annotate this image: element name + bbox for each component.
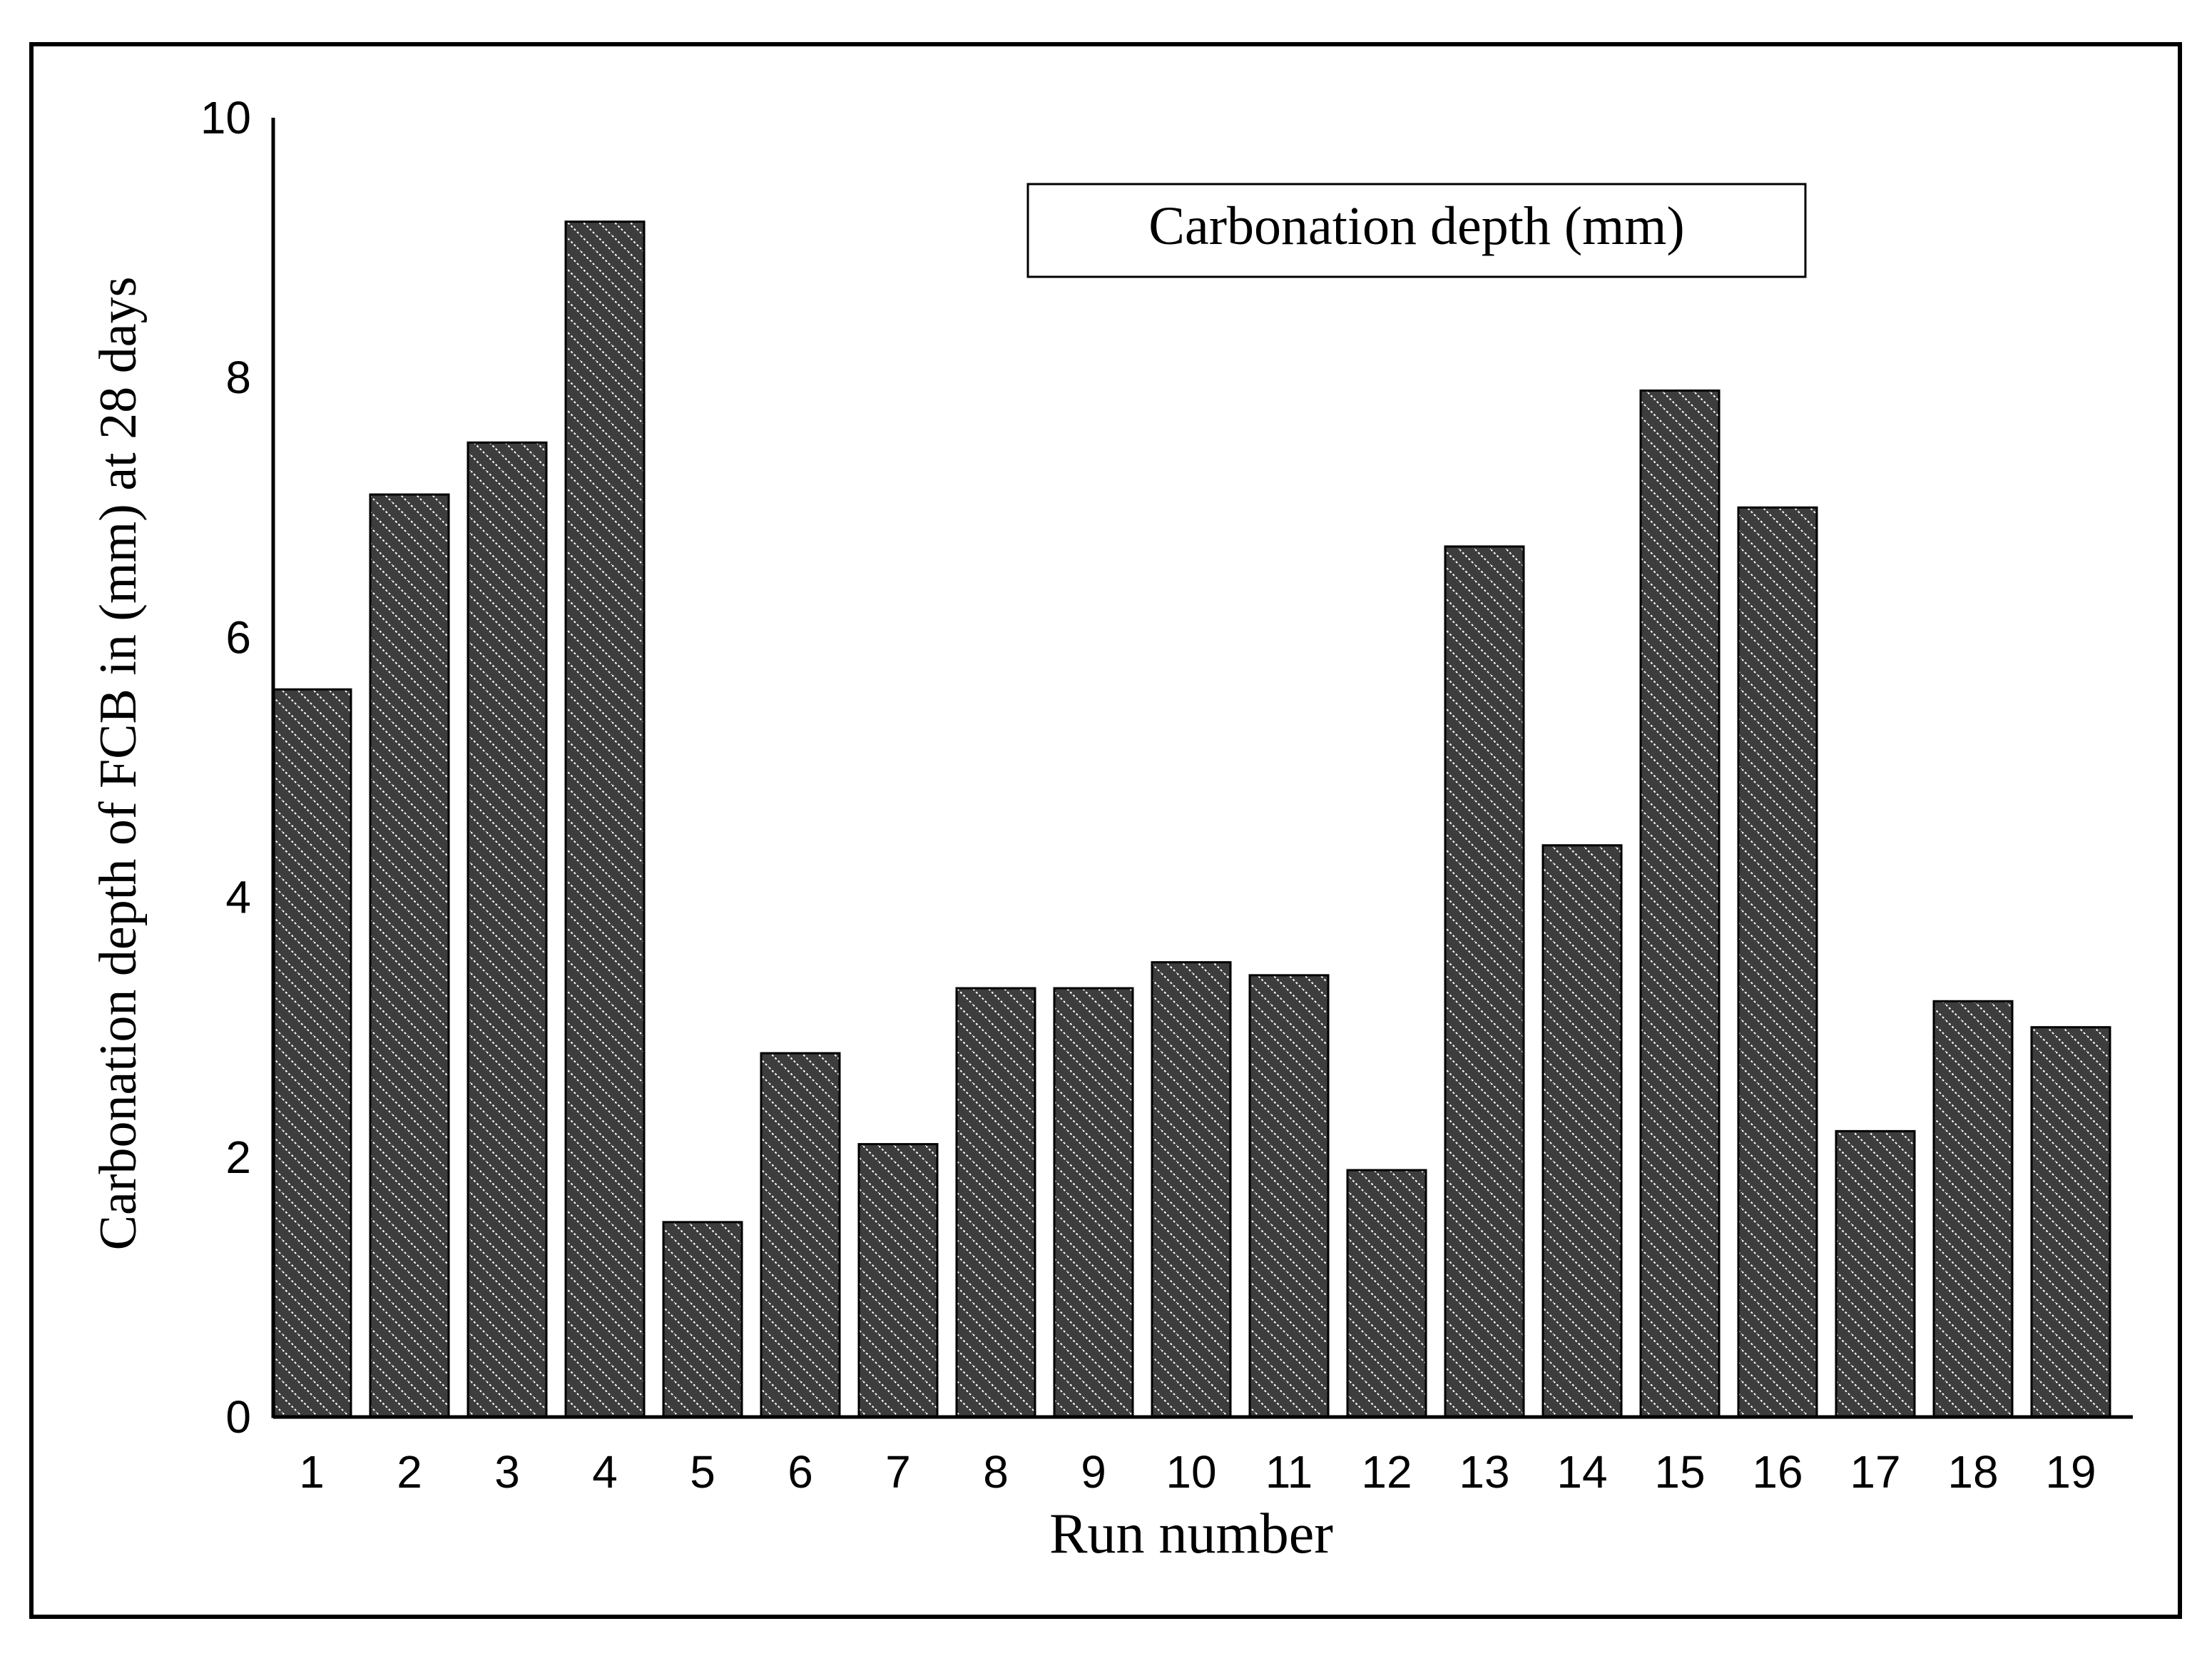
x-tick-label: 9 [1081, 1446, 1106, 1498]
bar-run-15 [1639, 389, 1721, 1418]
outer-frame [29, 42, 2182, 1619]
x-tick-label: 6 [788, 1446, 813, 1498]
x-tick-label: 11 [1265, 1446, 1313, 1498]
x-tick-label: 18 [1947, 1446, 1998, 1498]
bar-run-9 [1053, 987, 1134, 1418]
legend-frame [1026, 183, 1807, 278]
bar-run-10 [1151, 961, 1232, 1418]
bar-run-6 [760, 1052, 841, 1418]
bar-run-7 [857, 1143, 939, 1418]
y-axis-title: Carbonation depth of FCB in (mm) at 28 d… [89, 277, 148, 1251]
x-tick-label: 17 [1850, 1446, 1900, 1498]
bar-run-1 [271, 688, 352, 1418]
bar-run-16 [1737, 506, 1818, 1418]
bar-run-3 [467, 441, 548, 1418]
x-tick-label: 5 [690, 1446, 715, 1498]
x-tick-label: 4 [592, 1446, 618, 1498]
y-tick-label: 6 [225, 611, 251, 663]
bar-run-8 [955, 987, 1036, 1418]
x-tick-label: 12 [1361, 1446, 1412, 1498]
y-tick-label: 10 [200, 92, 251, 143]
x-tick-label: 13 [1459, 1446, 1509, 1498]
x-axis-title: Run number [1049, 1503, 1333, 1565]
legend-box: Carbonation depth (mm) [1026, 183, 1807, 278]
y-tick-label: 2 [225, 1132, 251, 1183]
bars [271, 220, 2111, 1418]
bar-run-18 [1932, 1000, 2014, 1418]
x-tick-label: 16 [1752, 1446, 1803, 1498]
bar-run-17 [1835, 1129, 1916, 1418]
x-tick-label: 1 [299, 1446, 325, 1498]
y-tick-label: 0 [225, 1391, 251, 1443]
x-tick-label: 2 [397, 1446, 422, 1498]
bar-run-4 [564, 220, 646, 1418]
x-tick-label: 10 [1166, 1446, 1216, 1498]
x-tick-label: 7 [885, 1446, 911, 1498]
bar-run-11 [1248, 974, 1330, 1418]
y-tick-labels: 0 2 4 6 8 10 [200, 92, 251, 1443]
bar-run-5 [662, 1221, 743, 1418]
bar-run-14 [1541, 844, 1623, 1418]
bar-run-2 [369, 493, 450, 1418]
x-tick-label: 19 [2045, 1446, 2096, 1498]
x-tick-label: 8 [983, 1446, 1009, 1498]
bar-run-19 [2030, 1026, 2111, 1418]
y-tick-label: 8 [225, 352, 251, 403]
x-tick-label: 3 [494, 1446, 520, 1498]
bar-run-13 [1444, 545, 1525, 1418]
x-tick-labels: 1 2 3 4 5 6 7 8 9 10 11 12 13 14 15 16 17 18 19 [299, 1446, 2096, 1498]
legend-label: Carbonation depth (mm) [1148, 196, 1684, 256]
x-tick-label: 15 [1654, 1446, 1705, 1498]
bar-run-12 [1346, 1169, 1427, 1418]
x-tick-label: 14 [1556, 1446, 1607, 1498]
y-tick-label: 4 [225, 872, 251, 923]
